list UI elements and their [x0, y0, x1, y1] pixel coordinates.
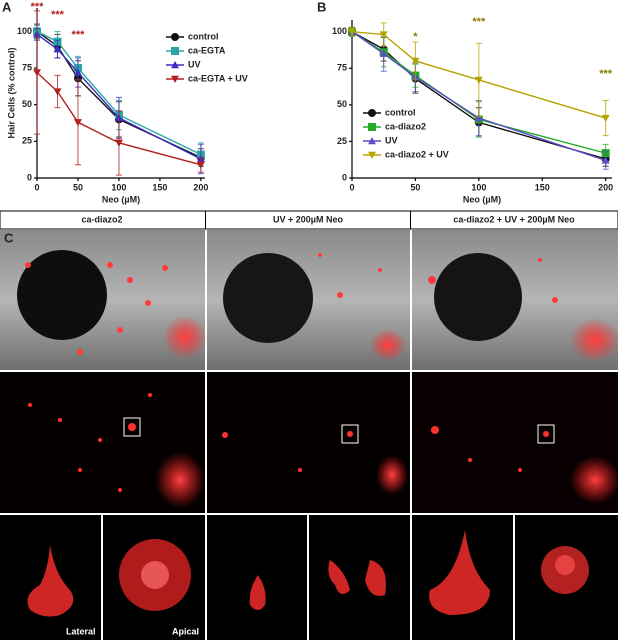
legend-label: ca-diazo2	[385, 121, 426, 131]
x-tick-label: 50	[73, 182, 83, 192]
legend-label: UV	[385, 135, 398, 145]
x-tick-label: 200	[193, 182, 208, 192]
marker	[474, 114, 483, 122]
significance: *	[413, 31, 418, 43]
images: C ca-diazo2 UV + 200µM Neo ca-diazo2 + U…	[0, 210, 618, 640]
x-tick-label: 50	[410, 182, 420, 192]
marker	[53, 45, 62, 53]
marker	[171, 47, 179, 55]
y-tick-label: 100	[332, 26, 347, 36]
y-tick-label: 75	[22, 62, 32, 72]
marker	[73, 119, 82, 127]
marker	[379, 31, 388, 39]
view-label: Apical	[172, 626, 199, 636]
significance: ***	[31, 1, 45, 13]
x-tick-label: 150	[152, 182, 167, 192]
x-tick-label: 0	[349, 182, 354, 192]
significance: ***	[72, 29, 86, 41]
y-tick-label: 0	[27, 172, 32, 182]
marker	[196, 161, 205, 169]
legend-label: ca-EGTA + UV	[188, 73, 248, 83]
y-tick-label: 75	[337, 63, 347, 73]
y-label: Hair Cells (% control)	[6, 47, 16, 138]
significance: ***	[599, 68, 613, 80]
x-tick-label: 150	[535, 182, 550, 192]
marker	[474, 76, 483, 84]
marker	[73, 68, 82, 76]
marker	[601, 156, 610, 164]
legend-label: UV	[188, 59, 201, 69]
x-label: Neo (µM)	[102, 194, 140, 204]
legend-label: ca-EGTA	[188, 45, 226, 55]
marker	[368, 123, 376, 131]
marker	[171, 33, 179, 41]
marker	[601, 114, 610, 123]
panel-label: B	[317, 0, 326, 14]
significance: ***	[51, 9, 65, 21]
panel-label: C	[4, 230, 14, 245]
marker	[411, 57, 420, 65]
column-header: UV + 200µM Neo	[273, 214, 343, 224]
marker	[53, 88, 62, 96]
x-tick-label: 200	[598, 182, 613, 192]
y-tick-label: 50	[337, 99, 347, 109]
marker	[348, 28, 356, 36]
y-tick-label: 50	[22, 99, 32, 109]
marker	[368, 151, 376, 159]
y-tick-label: 0	[342, 172, 347, 182]
marker	[379, 49, 388, 57]
marker	[33, 69, 41, 77]
x-tick-label: 100	[471, 182, 486, 192]
marker	[171, 61, 179, 69]
panel-label: A	[2, 0, 12, 14]
legend-label: control	[188, 31, 219, 41]
y-tick-label: 25	[337, 136, 347, 146]
marker	[114, 139, 123, 147]
y-tick-label: 100	[17, 26, 32, 36]
marker	[368, 137, 376, 145]
x-tick-label: 0	[34, 182, 39, 192]
legend-label: control	[385, 107, 416, 117]
y-tick-label: 25	[22, 136, 32, 146]
legend-label: ca-diazo2 + UV	[385, 149, 449, 159]
marker	[171, 75, 179, 83]
column-header: ca-diazo2	[81, 214, 122, 224]
marker	[368, 109, 376, 117]
x-label: Neo (µM)	[463, 194, 501, 204]
significance: ***	[472, 16, 486, 28]
view-label: Lateral	[66, 626, 96, 636]
photo	[207, 372, 410, 513]
x-tick-label: 100	[111, 182, 126, 192]
column-header: ca-diazo2 + UV + 200µM Neo	[453, 214, 575, 224]
